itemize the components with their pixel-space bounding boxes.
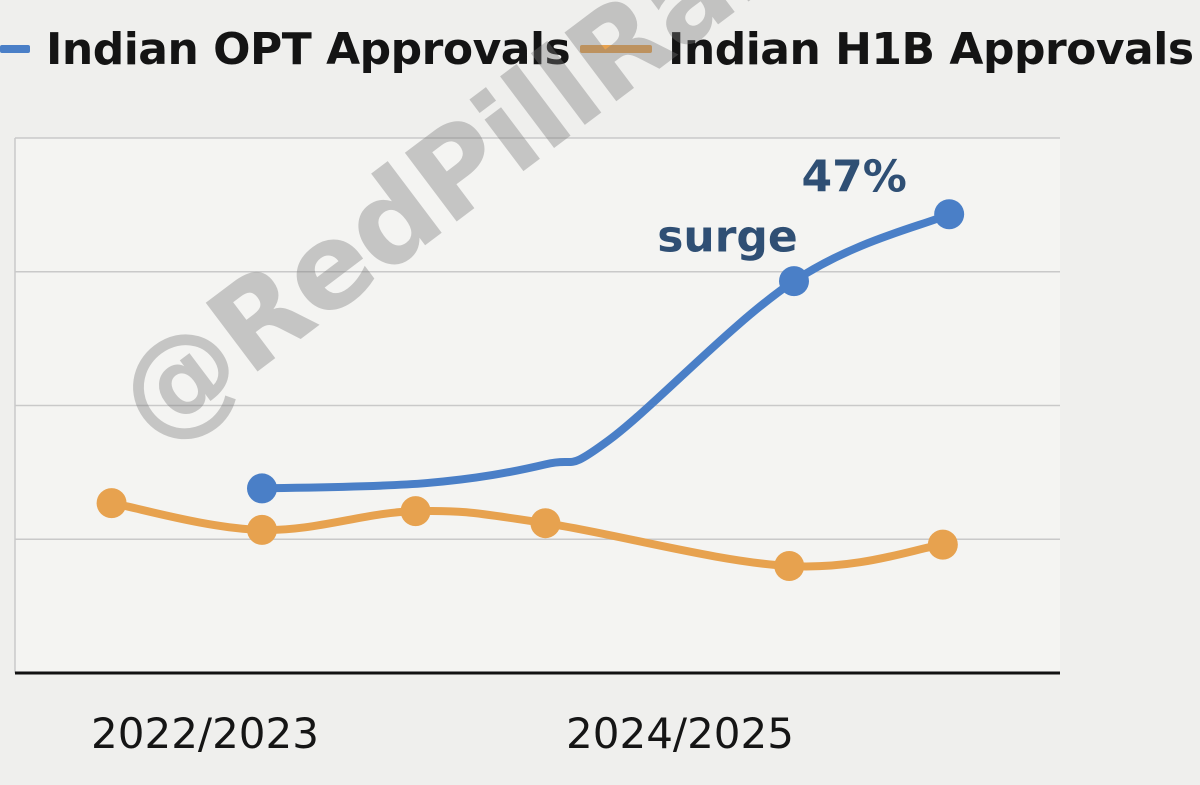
series-line-opt xyxy=(258,210,954,493)
data-point-h1b-2 xyxy=(400,496,431,527)
annotation-0: surge xyxy=(657,212,798,263)
data-point-opt-4 xyxy=(779,266,809,297)
data-point-h1b-5 xyxy=(927,529,958,560)
legend-item-h1b: Indian H1B Approvals xyxy=(580,14,1194,84)
data-point-h1b-4 xyxy=(774,551,805,581)
data-point-opt-0 xyxy=(247,473,277,504)
x-tick-label-0: 2022/2023 xyxy=(91,709,319,758)
chart-legend: Indian OPT Approvals Indian H1B Approval… xyxy=(0,14,1200,84)
x-tick-label-1: 2024/2025 xyxy=(566,709,794,758)
legend-label-opt: Indian OPT Approvals xyxy=(46,23,571,75)
legend-item-opt: Indian OPT Approvals xyxy=(0,14,571,84)
legend-swatch-opt xyxy=(0,45,30,53)
data-point-opt-5 xyxy=(934,199,965,230)
data-point-h1b-3 xyxy=(530,508,561,539)
data-point-h1b-1 xyxy=(247,514,277,545)
legend-swatch-h1b xyxy=(580,45,652,53)
series-line-h1b xyxy=(107,499,947,571)
legend-label-h1b: Indian H1B Approvals xyxy=(668,23,1194,75)
data-point-h1b-0 xyxy=(96,488,127,519)
annotation-1: 47% xyxy=(802,152,907,203)
